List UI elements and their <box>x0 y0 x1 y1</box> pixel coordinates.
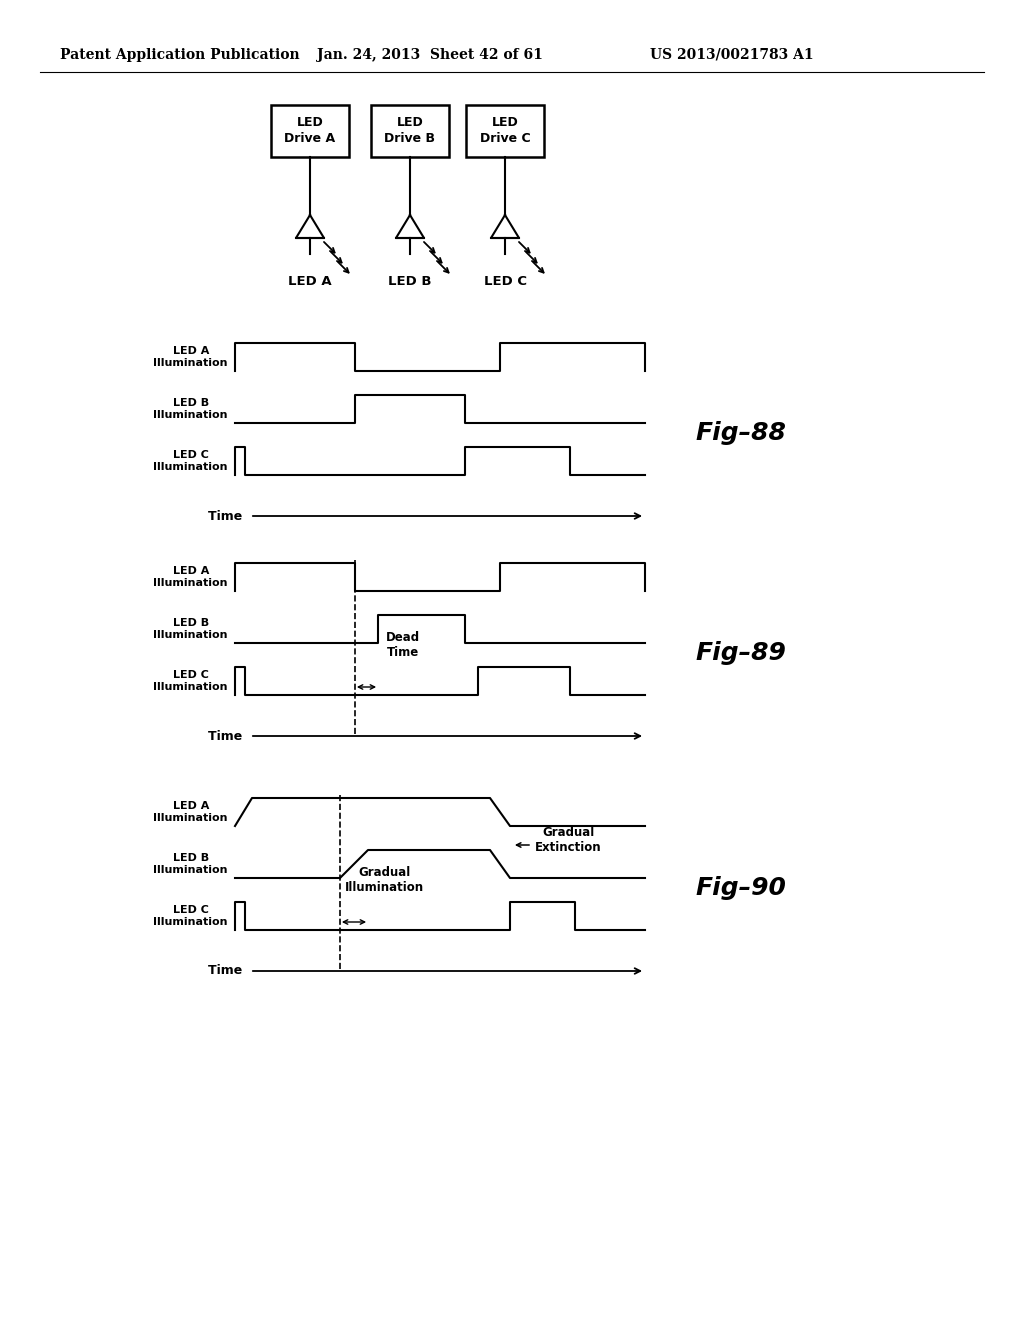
Text: LED B: LED B <box>388 275 432 288</box>
Text: Gradual
Illumination: Gradual Illumination <box>345 866 424 894</box>
Text: LED A
Illumination: LED A Illumination <box>154 566 228 587</box>
Text: US 2013/0021783 A1: US 2013/0021783 A1 <box>650 48 814 62</box>
Text: Fig–90: Fig–90 <box>695 876 785 900</box>
Text: Time: Time <box>208 730 247 742</box>
Text: Patent Application Publication: Patent Application Publication <box>60 48 300 62</box>
Text: LED
Drive A: LED Drive A <box>285 116 336 145</box>
Text: Time: Time <box>208 510 247 523</box>
Text: LED
Drive B: LED Drive B <box>384 116 435 145</box>
Bar <box>466 106 544 157</box>
Text: Time: Time <box>208 965 247 978</box>
Text: Jan. 24, 2013  Sheet 42 of 61: Jan. 24, 2013 Sheet 42 of 61 <box>317 48 543 62</box>
Text: LED A: LED A <box>288 275 332 288</box>
Text: Fig–89: Fig–89 <box>695 642 785 665</box>
Text: LED B
Illumination: LED B Illumination <box>154 618 228 640</box>
Text: LED A
Illumination: LED A Illumination <box>154 801 228 822</box>
Text: LED C
Illumination: LED C Illumination <box>154 671 228 692</box>
Text: LED C: LED C <box>483 275 526 288</box>
Text: Dead
Time: Dead Time <box>386 631 420 659</box>
Bar <box>271 106 349 157</box>
Text: Fig–88: Fig–88 <box>695 421 785 445</box>
Text: LED A
Illumination: LED A Illumination <box>154 346 228 368</box>
Text: LED C
Illumination: LED C Illumination <box>154 906 228 927</box>
Text: LED
Drive C: LED Drive C <box>479 116 530 145</box>
Text: LED C
Illumination: LED C Illumination <box>154 450 228 471</box>
Bar <box>371 106 449 157</box>
Text: Gradual
Extinction: Gradual Extinction <box>535 826 602 854</box>
Text: LED B
Illumination: LED B Illumination <box>154 399 228 420</box>
Text: LED B
Illumination: LED B Illumination <box>154 853 228 875</box>
